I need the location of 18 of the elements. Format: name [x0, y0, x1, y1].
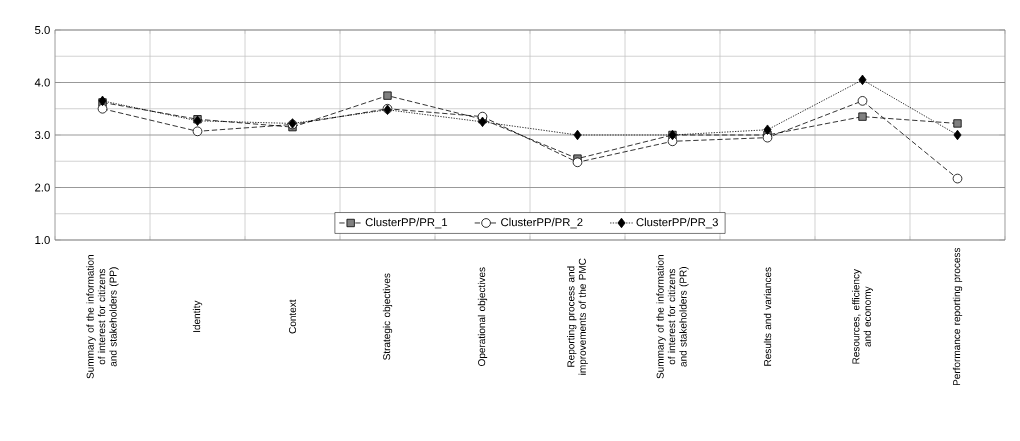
legend-label: ClusterPP/PR_2 [501, 217, 583, 229]
x-tick-label: Results and variances [763, 267, 772, 366]
legend-label: ClusterPP/PR_3 [636, 217, 718, 229]
y-tick-label: 1.0 [35, 235, 50, 244]
x-tick-label: Strategic objectives [382, 273, 393, 360]
legend-label: ClusterPP/PR_1 [365, 217, 448, 229]
x-tick-label: Performance reporting process [952, 247, 963, 386]
y-tick-label: 3.0 [34, 130, 50, 139]
x-tick-label: Summary of the information of interest for citizens and stakeholders (PR) [656, 255, 689, 379]
y-tick-label: 4.0 [34, 78, 50, 87]
x-tick-label: Summary of the information of interest for citizens and stakeholders (PP) [86, 255, 119, 379]
x-tick-label: Reporting process and improvements of the PMC [567, 258, 588, 375]
x-tick-label: Resources, efficiency and economy [852, 269, 873, 364]
x-tick-label: Operational objectives [477, 267, 488, 366]
y-tick-label: 5.0 [35, 25, 50, 34]
y-tick-label: 2.0 [35, 183, 50, 192]
x-tick-label: Identity [192, 300, 203, 332]
x-tick-label: Context [288, 299, 297, 334]
